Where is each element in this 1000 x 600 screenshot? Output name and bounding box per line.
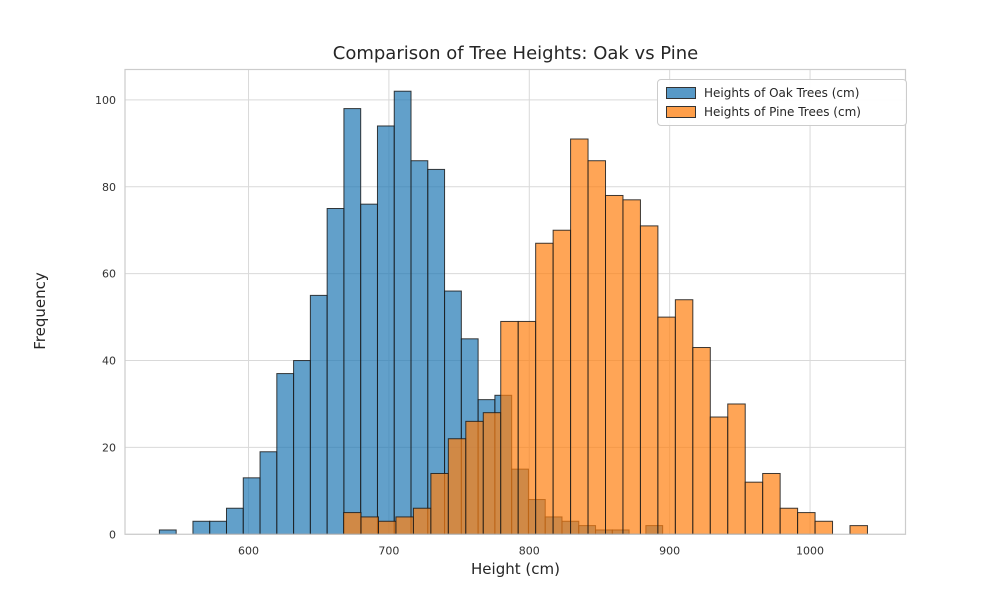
oak-bar (376, 125, 395, 535)
oak-bar (158, 529, 177, 535)
y-tick-label: 0 (109, 528, 116, 541)
pine-bar (465, 420, 484, 535)
y-tick-label: 80 (102, 181, 116, 194)
legend-item-oak: Heights of Oak Trees (cm) (666, 86, 898, 100)
x-tick-label: 600 (238, 544, 259, 557)
pine-bar (762, 472, 781, 535)
pine-bar (500, 320, 519, 535)
pine-bar (657, 316, 676, 535)
pine-bar (587, 160, 607, 535)
pine-bar (814, 520, 834, 535)
oak-bar (209, 520, 227, 535)
pine-bar (605, 194, 624, 535)
pine-bar (482, 412, 502, 535)
legend-label-pine: Heights of Pine Trees (cm) (704, 105, 861, 119)
x-tick-label: 900 (659, 544, 680, 557)
pine-bar (517, 320, 537, 535)
pine-bar (430, 472, 449, 535)
pine-bar (692, 347, 711, 535)
oak-color-swatch (666, 87, 696, 99)
pine-bar (727, 403, 746, 535)
pine-bar (674, 299, 694, 535)
axes-frame (124, 68, 907, 535)
legend: Heights of Oak Trees (cm) Heights of Pin… (657, 79, 907, 126)
oak-bar (309, 294, 328, 535)
legend-item-pine: Heights of Pine Trees (cm) (666, 105, 898, 119)
pine-bar (779, 507, 799, 535)
oak-bar (410, 160, 429, 535)
oak-bar (242, 477, 261, 535)
chart-title: Comparison of Tree Heights: Oak vs Pine (332, 43, 699, 64)
oak-bar (343, 108, 362, 535)
pine-bar (395, 516, 414, 535)
oak-bar (225, 507, 244, 535)
oak-bar (360, 203, 378, 535)
pine-bar (849, 525, 868, 535)
pine-bar (447, 438, 467, 535)
oak-bar (293, 360, 311, 535)
x-tick-label: 800 (519, 544, 540, 557)
legend-label-oak: Heights of Oak Trees (cm) (704, 86, 860, 100)
pine-bar (412, 507, 432, 535)
pine-bar (797, 512, 816, 535)
y-tick-label: 20 (102, 441, 116, 454)
pine-bar (535, 242, 554, 535)
oak-bar (192, 520, 211, 535)
x-axis-label: Height (cm) (471, 560, 560, 578)
y-tick-label: 100 (95, 94, 116, 107)
oak-bar (393, 90, 412, 535)
pine-bar (360, 516, 379, 535)
y-tick-label: 40 (102, 355, 116, 368)
pine-bar (622, 199, 641, 535)
pine-bar (377, 520, 397, 535)
oak-bar (259, 451, 278, 535)
oak-bar (276, 373, 295, 535)
oak-bar (326, 208, 345, 535)
x-tick-label: 1000 (796, 544, 824, 557)
x-tick-label: 700 (378, 544, 399, 557)
y-axis-label: Frequency (31, 272, 49, 350)
pine-bar (570, 138, 589, 535)
pine-color-swatch (666, 106, 696, 118)
pine-bar (709, 416, 729, 535)
pine-bar (552, 229, 572, 535)
pine-bar (639, 225, 659, 535)
y-tick-label: 60 (102, 268, 116, 281)
pine-bar (343, 512, 362, 535)
pine-bar (744, 481, 764, 535)
